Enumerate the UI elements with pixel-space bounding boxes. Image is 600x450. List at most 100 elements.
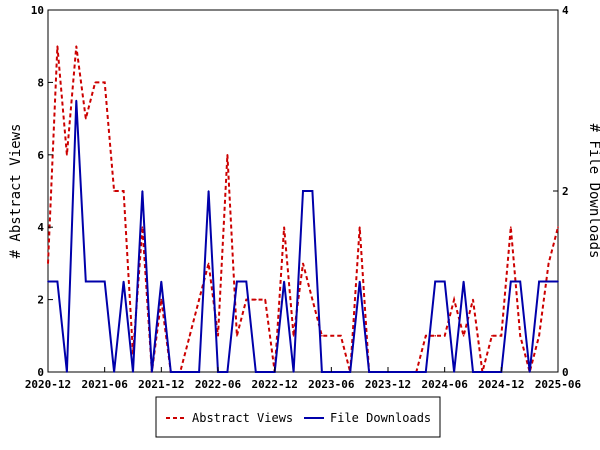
data-point-file-downloads (103, 280, 106, 283)
data-point-file-downloads (472, 371, 474, 373)
data-point-abstract-views (491, 335, 493, 337)
data-point-file-downloads (396, 371, 399, 373)
data-point-abstract-views (188, 335, 191, 337)
data-point-abstract-views (264, 298, 267, 301)
data-point-abstract-views (141, 226, 144, 228)
x-tick-label: 2020-12 (25, 378, 71, 391)
data-point-file-downloads (170, 371, 172, 373)
data-point-abstract-views (160, 298, 163, 301)
data-point-file-downloads (443, 280, 446, 283)
x-tick-label: 2022-12 (251, 378, 297, 391)
data-point-file-downloads (151, 371, 153, 373)
data-point-abstract-views (255, 298, 257, 301)
data-point-abstract-views (103, 81, 106, 84)
data-point-file-downloads (302, 190, 304, 192)
x-tick-label: 2024-06 (421, 378, 468, 391)
data-point-abstract-views (198, 298, 200, 301)
data-point-file-downloads (255, 371, 257, 373)
data-point-abstract-views (519, 335, 521, 337)
data-point-abstract-views (462, 335, 465, 337)
data-point-file-downloads (510, 280, 512, 283)
x-tick-label: 2024-12 (478, 378, 524, 391)
data-point-file-downloads (415, 371, 418, 373)
data-point-file-downloads (528, 371, 531, 373)
data-point-file-downloads (453, 371, 455, 373)
data-point-file-downloads (132, 371, 134, 373)
data-point-abstract-views (66, 154, 68, 156)
left-axis: 0 2 4 6 8 10 (31, 4, 53, 379)
y-right-axis-title: # File Downloads (586, 124, 600, 259)
data-point-abstract-views (75, 45, 78, 47)
legend-label-abstract-views: Abstract Views (192, 411, 293, 425)
legend-box (155, 396, 441, 438)
data-point-abstract-views (47, 262, 49, 265)
data-point-abstract-views (56, 45, 59, 47)
data-point-file-downloads (264, 371, 267, 373)
right-axis: 0 2 4 (553, 4, 569, 379)
data-point-file-downloads (321, 371, 323, 373)
data-point-file-downloads (226, 371, 229, 373)
data-point-abstract-views (510, 226, 512, 228)
legend: Abstract Views File Downloads (155, 396, 441, 438)
x-tick-label: 2021-06 (81, 378, 128, 391)
data-point-abstract-views (85, 117, 87, 120)
x-tick-label: 2025-06 (535, 378, 582, 391)
data-point-abstract-views (283, 226, 285, 228)
data-point-abstract-views (311, 298, 314, 301)
data-point-file-downloads (491, 371, 493, 373)
data-point-file-downloads (538, 280, 540, 283)
data-point-file-downloads (311, 190, 314, 192)
data-point-file-downloads (85, 280, 87, 283)
data-point-abstract-views (113, 190, 115, 192)
data-point-abstract-views (425, 335, 427, 337)
x-tick-label: 2023-12 (365, 378, 411, 391)
data-point-abstract-views (321, 335, 323, 337)
data-point-abstract-views (245, 298, 248, 301)
data-point-file-downloads (122, 280, 125, 283)
x-tick-label: 2023-06 (308, 378, 355, 391)
data-point-file-downloads (141, 190, 144, 192)
data-point-abstract-views (236, 335, 238, 337)
data-point-file-downloads (349, 371, 352, 373)
y-left-tick-label: 2 (37, 294, 44, 307)
data-point-file-downloads (557, 280, 559, 283)
data-point-abstract-views (330, 335, 333, 337)
data-point-abstract-views (292, 335, 295, 337)
data-point-file-downloads (358, 280, 361, 283)
x-axis: 2020-12 2021-06 2021-12 2022-06 2022-12 2023-… (25, 367, 582, 391)
data-point-abstract-views (500, 335, 503, 337)
y-right-tick-label: 4 (562, 4, 569, 17)
data-point-abstract-views (122, 190, 125, 192)
y-left-axis-title: # Abstract Views (8, 124, 24, 259)
data-point-abstract-views (538, 335, 540, 337)
x-tick-label: 2022-06 (195, 378, 242, 391)
data-point-abstract-views (472, 298, 474, 301)
data-point-abstract-views (94, 81, 96, 84)
data-point-file-downloads (425, 371, 427, 373)
data-point-file-downloads (377, 371, 380, 373)
y-right-tick-label: 0 (562, 366, 569, 379)
data-point-abstract-views (302, 262, 304, 265)
y-left-tick-label: 0 (37, 366, 44, 379)
data-point-file-downloads (75, 99, 78, 102)
x-tick-label: 2021-12 (138, 378, 184, 391)
data-point-file-downloads (245, 280, 248, 283)
data-point-file-downloads (292, 371, 295, 373)
y-left-tick-label: 6 (37, 149, 44, 162)
data-point-abstract-views (453, 298, 455, 301)
y-left-tick-label: 4 (37, 221, 44, 234)
data-point-abstract-views (340, 335, 342, 337)
data-point-file-downloads (179, 371, 181, 373)
data-point-file-downloads (56, 280, 59, 283)
y-left-tick-label: 10 (31, 4, 44, 17)
data-point-file-downloads (481, 371, 484, 373)
data-point-abstract-views (226, 154, 229, 156)
data-point-abstract-views (434, 335, 437, 337)
data-point-file-downloads (94, 280, 96, 283)
data-point-file-downloads (340, 371, 342, 373)
data-point-abstract-views (217, 335, 219, 337)
data-point-abstract-views (557, 226, 559, 228)
y-left-tick-label: 8 (37, 76, 44, 89)
data-point-file-downloads (207, 190, 210, 192)
